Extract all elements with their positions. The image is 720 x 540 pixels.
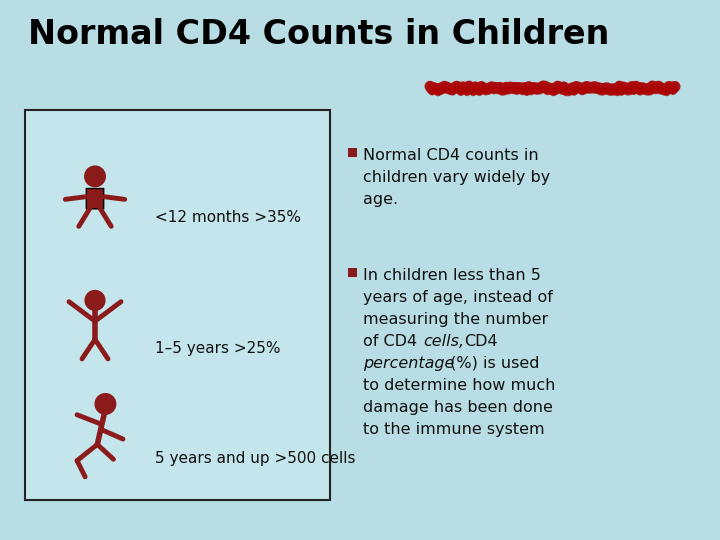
Bar — [25, 110, 330, 500]
Text: percentage: percentage — [363, 356, 454, 371]
Text: age.: age. — [363, 192, 398, 207]
Text: cells,: cells, — [423, 334, 464, 349]
Text: children vary widely by: children vary widely by — [363, 170, 550, 185]
Circle shape — [85, 291, 105, 310]
Text: CD4: CD4 — [464, 334, 498, 349]
FancyBboxPatch shape — [86, 188, 104, 209]
Text: <12 months >35%: <12 months >35% — [155, 211, 301, 226]
Circle shape — [85, 166, 105, 187]
Text: damage has been done: damage has been done — [363, 400, 553, 415]
Text: years of age, instead of: years of age, instead of — [363, 290, 553, 305]
Text: 5 years and up >500 cells: 5 years and up >500 cells — [155, 450, 356, 465]
Text: to determine how much: to determine how much — [363, 378, 555, 393]
Text: measuring the number: measuring the number — [363, 312, 548, 327]
Text: 1–5 years >25%: 1–5 years >25% — [155, 341, 281, 355]
Text: of CD4: of CD4 — [363, 334, 422, 349]
Circle shape — [95, 394, 116, 414]
Text: to the immune system: to the immune system — [363, 422, 544, 437]
Bar — [348, 148, 357, 157]
Text: In children less than 5: In children less than 5 — [363, 268, 541, 283]
Text: Normal CD4 Counts in Children: Normal CD4 Counts in Children — [28, 18, 609, 51]
Text: Normal CD4 counts in: Normal CD4 counts in — [363, 148, 539, 163]
Text: (%) is used: (%) is used — [445, 356, 539, 371]
Bar — [348, 268, 357, 277]
